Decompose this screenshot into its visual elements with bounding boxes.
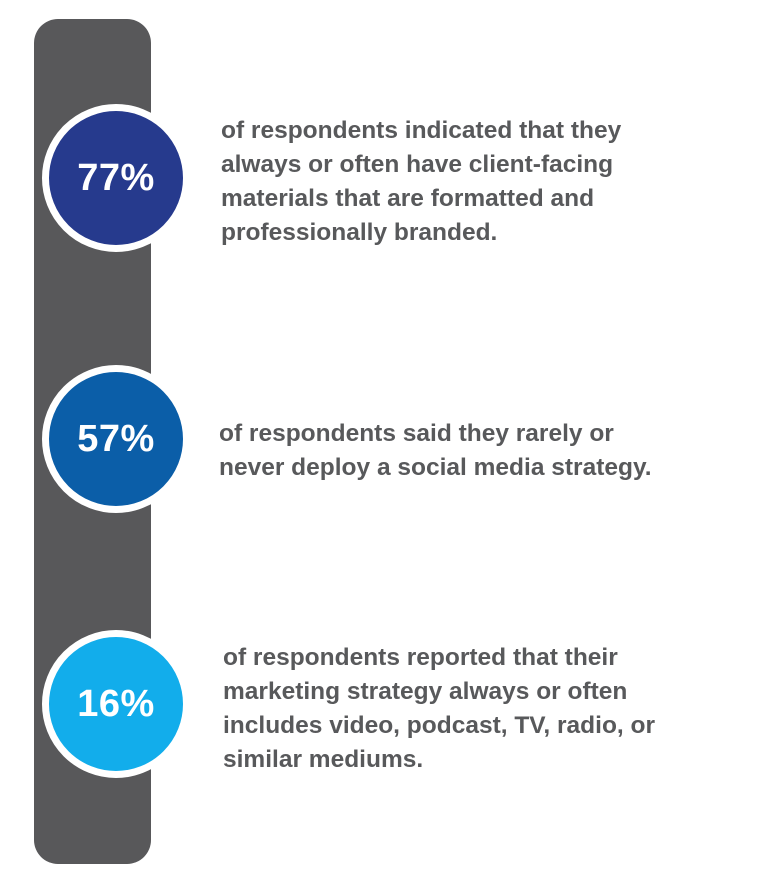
stat-description-line: includes video, podcast, TV, radio, or [223, 712, 656, 739]
stat-value: 16% [77, 682, 155, 725]
stat-description-line: always or often have client-facing [221, 151, 614, 178]
stat-description: of respondents reported that their marke… [223, 641, 763, 777]
stat-value: 77% [77, 156, 155, 199]
stat-value: 57% [77, 417, 155, 460]
stat-description-line: similar mediums. [223, 746, 424, 773]
stat-description-line: materials that are formatted and [221, 185, 595, 212]
stat-description-line: marketing strategy always or often [223, 678, 628, 705]
stat-description: of respondents said they rarely or never… [219, 417, 759, 485]
stat-circle-57: 57% [42, 365, 190, 513]
stat-circle-16: 16% [42, 630, 190, 778]
stat-circle-77: 77% [42, 104, 190, 252]
stat-description: of respondents indicated that they alway… [221, 114, 761, 250]
stat-description-line: of respondents said they rarely or [219, 420, 614, 447]
stat-description-line: never deploy a social media strategy. [219, 454, 652, 481]
stat-description-line: of respondents reported that their [223, 644, 618, 671]
stat-description-line: professionally branded. [221, 219, 498, 246]
stat-description-line: of respondents indicated that they [221, 117, 622, 144]
